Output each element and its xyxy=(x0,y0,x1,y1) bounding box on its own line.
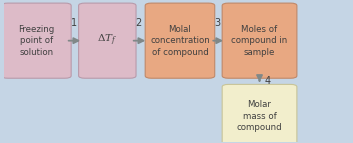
FancyBboxPatch shape xyxy=(145,3,215,78)
Text: Molal
concentration
of compound: Molal concentration of compound xyxy=(150,25,210,57)
Text: Moles of
compound in
sample: Moles of compound in sample xyxy=(232,25,288,57)
Text: $\Delta T_f$: $\Delta T_f$ xyxy=(97,33,118,48)
FancyBboxPatch shape xyxy=(222,84,297,143)
Text: 4: 4 xyxy=(265,76,271,86)
Text: 2: 2 xyxy=(136,18,142,28)
Text: 3: 3 xyxy=(214,18,220,28)
Text: Molar
mass of
compound: Molar mass of compound xyxy=(237,100,282,132)
Text: 1: 1 xyxy=(71,18,77,28)
FancyBboxPatch shape xyxy=(79,3,136,78)
Text: Freezing
point of
solution: Freezing point of solution xyxy=(18,25,54,57)
FancyBboxPatch shape xyxy=(222,3,297,78)
FancyBboxPatch shape xyxy=(2,3,71,78)
